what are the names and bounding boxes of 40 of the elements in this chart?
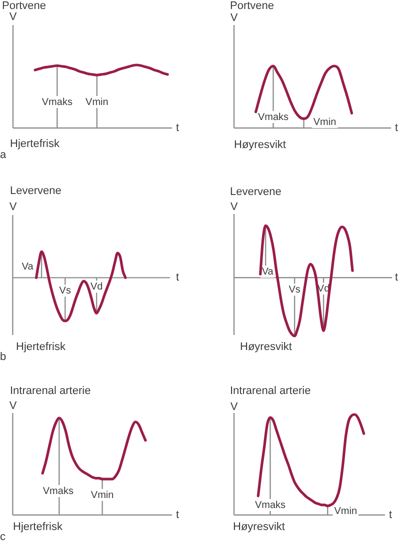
annotation: Vd: [90, 281, 103, 292]
y-axis-title: V: [230, 401, 238, 414]
y-axis-title: V: [230, 201, 238, 214]
annotation: Va: [22, 261, 34, 272]
y-axis-title: V: [9, 201, 18, 214]
text: b: [0, 351, 6, 364]
x-axis-title: t: [395, 272, 398, 284]
text: Hjertefrisk: [16, 341, 66, 354]
annotation: Vmaks: [42, 96, 72, 108]
annotation: Vmaks: [42, 486, 74, 497]
x-axis-title: t: [176, 509, 180, 522]
text: a: [0, 149, 7, 162]
chart-title: Intrarenal arterie: [10, 385, 91, 398]
annotation: Vmaks: [258, 112, 289, 123]
annotation: Vmaks: [254, 500, 286, 511]
annotation: Vmin: [313, 116, 336, 128]
x-axis-title: t: [176, 272, 180, 284]
chart-title: Intrarenal arterie: [230, 385, 311, 398]
chart-title: Levervene: [230, 186, 282, 198]
y-axis-title: V: [9, 11, 18, 24]
y-axis-title: V: [9, 400, 18, 412]
text: Høyresvikt: [240, 341, 292, 354]
x-axis-title: t: [389, 509, 392, 522]
text: Høyresvikt: [233, 521, 285, 534]
annotation: Vs: [59, 285, 71, 296]
chart-title: Portvene: [2, 0, 46, 12]
x-axis-title: t: [176, 122, 180, 134]
annotation: Va: [262, 266, 274, 278]
annotation: Vmin: [86, 96, 108, 108]
chart-title: Levervene: [10, 185, 62, 198]
chart-title: Portvene: [230, 0, 274, 12]
y-axis-title: V: [230, 12, 238, 24]
annotation: Vmin: [90, 490, 114, 501]
text: Høyresvikt: [234, 139, 286, 152]
x-axis-title: t: [395, 122, 398, 134]
annotation: Vmin: [334, 506, 358, 517]
annotation: Vs: [288, 284, 300, 296]
text: Hjertefrisk: [10, 138, 60, 150]
text: c: [0, 531, 6, 543]
text: Hjertefrisk: [13, 521, 64, 534]
